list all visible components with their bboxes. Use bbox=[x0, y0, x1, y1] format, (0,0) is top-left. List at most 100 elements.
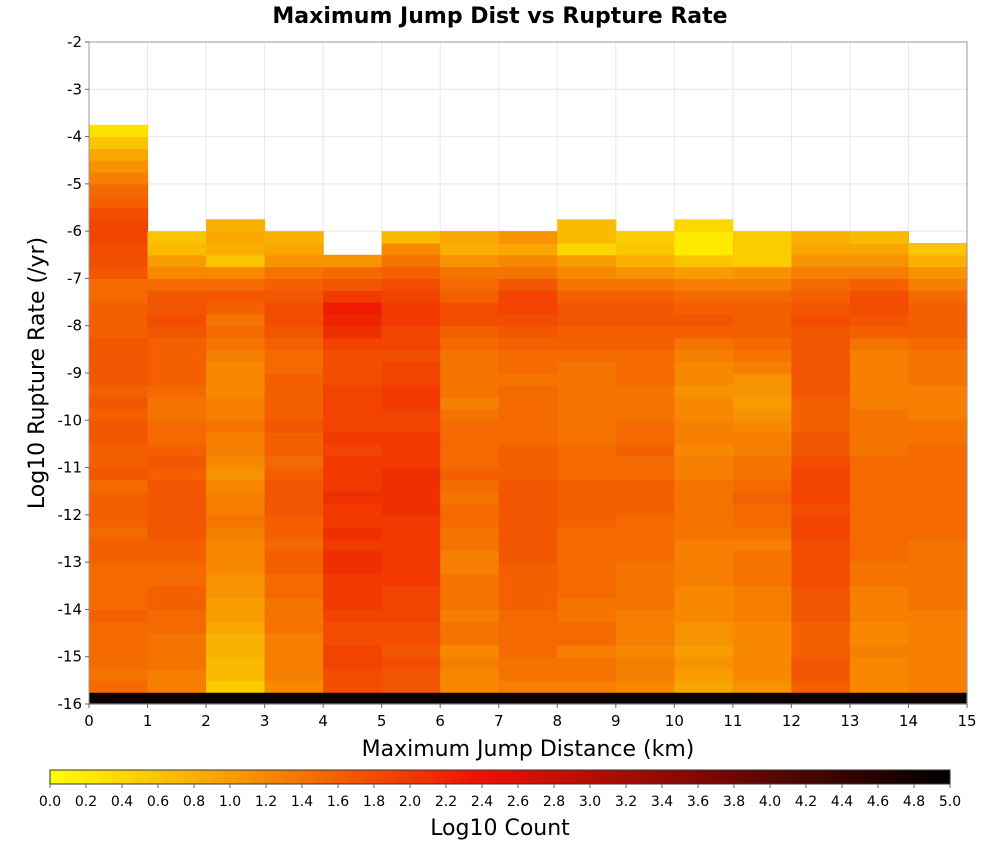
heatmap-cell bbox=[908, 585, 968, 599]
heatmap-cell bbox=[849, 491, 910, 504]
heatmap-cell bbox=[674, 432, 734, 445]
heatmap-cell bbox=[849, 408, 910, 421]
heatmap-cell bbox=[498, 550, 558, 563]
heatmap-cell bbox=[89, 692, 149, 705]
heatmap-cell bbox=[381, 573, 441, 587]
heatmap-cell bbox=[206, 290, 266, 303]
heatmap-cell bbox=[674, 573, 734, 587]
heatmap-cell bbox=[791, 514, 851, 528]
heatmap-cell bbox=[908, 361, 968, 374]
heatmap-cell bbox=[323, 325, 383, 339]
heatmap-cell bbox=[89, 562, 149, 575]
heatmap-cell bbox=[557, 479, 617, 492]
heatmap-cell bbox=[147, 597, 207, 611]
heatmap-cell bbox=[732, 573, 792, 587]
heatmap-cell bbox=[89, 172, 149, 185]
heatmap-cell bbox=[732, 644, 792, 658]
heatmap-cell bbox=[908, 337, 968, 350]
heatmap-cell bbox=[557, 278, 617, 291]
heatmap-cell bbox=[908, 621, 968, 634]
heatmap-cell bbox=[849, 373, 910, 386]
heatmap-cell bbox=[206, 242, 266, 256]
heatmap-cell bbox=[732, 526, 792, 540]
heatmap-cell bbox=[498, 656, 558, 670]
heatmap-cell bbox=[440, 573, 500, 587]
heatmap-cell bbox=[264, 396, 324, 410]
heatmap-cell bbox=[381, 337, 441, 350]
x-tick-label: 14 bbox=[899, 712, 918, 730]
heatmap-cell bbox=[440, 231, 500, 244]
heatmap-cell bbox=[498, 278, 558, 291]
heatmap-cell bbox=[147, 361, 207, 374]
heatmap-cell bbox=[147, 443, 207, 457]
x-tick-label: 6 bbox=[435, 712, 445, 730]
heatmap-cell bbox=[615, 325, 675, 339]
heatmap-cell bbox=[732, 562, 792, 575]
heatmap-cell bbox=[732, 514, 792, 528]
heatmap-cell bbox=[323, 514, 383, 528]
heatmap-cell bbox=[89, 432, 149, 445]
heatmap-cell bbox=[264, 479, 324, 492]
heatmap-cell bbox=[557, 680, 617, 693]
heatmap-cell bbox=[264, 325, 324, 339]
heatmap-cell bbox=[381, 443, 441, 457]
heatmap-cell bbox=[498, 384, 558, 398]
heatmap-cell bbox=[732, 479, 792, 492]
heatmap-cell bbox=[440, 266, 500, 280]
heatmap-cell bbox=[615, 692, 675, 705]
heatmap-cell bbox=[498, 562, 558, 575]
heatmap-cell bbox=[89, 491, 149, 504]
y-tick-label: -13 bbox=[58, 553, 83, 571]
heatmap-cell bbox=[264, 621, 324, 634]
heatmap-cell bbox=[908, 254, 968, 268]
heatmap-cell bbox=[147, 538, 207, 551]
y-tick-label: -16 bbox=[58, 695, 83, 713]
heatmap-cell bbox=[264, 455, 324, 469]
colorbar-tick-label: 0.8 bbox=[183, 794, 205, 810]
heatmap-cell bbox=[89, 573, 149, 587]
heatmap-cell bbox=[89, 443, 149, 457]
heatmap-cell bbox=[615, 514, 675, 528]
heatmap-cell bbox=[440, 396, 500, 410]
heatmap-cell bbox=[557, 562, 617, 575]
colorbar-tick-label: 4.4 bbox=[831, 794, 853, 810]
heatmap-cell bbox=[206, 302, 266, 315]
heatmap-cell bbox=[264, 242, 324, 256]
heatmap-cell bbox=[849, 455, 910, 469]
heatmap-cell bbox=[674, 538, 734, 551]
heatmap-cell bbox=[674, 680, 734, 693]
heatmap-cell bbox=[849, 692, 910, 705]
heatmap-cell bbox=[674, 526, 734, 540]
heatmap-cell bbox=[498, 503, 558, 516]
heatmap-cell bbox=[674, 349, 734, 362]
heatmap-cell bbox=[206, 254, 266, 268]
heatmap-cell bbox=[440, 503, 500, 516]
heatmap-cell bbox=[732, 443, 792, 457]
heatmap-cell bbox=[381, 597, 441, 611]
heatmap-cell bbox=[381, 585, 441, 599]
heatmap-cell bbox=[498, 609, 558, 622]
heatmap-cell bbox=[89, 633, 149, 646]
heatmap-cell bbox=[674, 550, 734, 563]
heatmap-cell bbox=[206, 526, 266, 540]
heatmap-cell bbox=[615, 361, 675, 374]
heatmap-cell bbox=[323, 479, 383, 492]
heatmap-cell bbox=[908, 692, 968, 705]
heatmap-cell bbox=[381, 514, 441, 528]
heatmap-cell bbox=[615, 302, 675, 315]
heatmap-cell bbox=[89, 278, 149, 291]
heatmap-cell bbox=[206, 609, 266, 622]
y-tick-label: -10 bbox=[58, 411, 83, 429]
y-tick-label: -11 bbox=[58, 459, 83, 477]
heatmap-cell bbox=[147, 467, 207, 480]
x-tick-label: 4 bbox=[318, 712, 328, 730]
heatmap-cell bbox=[381, 254, 441, 268]
heatmap-cell bbox=[732, 242, 792, 256]
heatmap-cell bbox=[440, 443, 500, 457]
heatmap-cell bbox=[89, 290, 149, 303]
heatmap-cell bbox=[323, 633, 383, 646]
heatmap-cell bbox=[674, 514, 734, 528]
heatmap-cell bbox=[732, 361, 792, 374]
heatmap-cell bbox=[849, 562, 910, 575]
colorbar-tick-label: 0.2 bbox=[75, 794, 97, 810]
